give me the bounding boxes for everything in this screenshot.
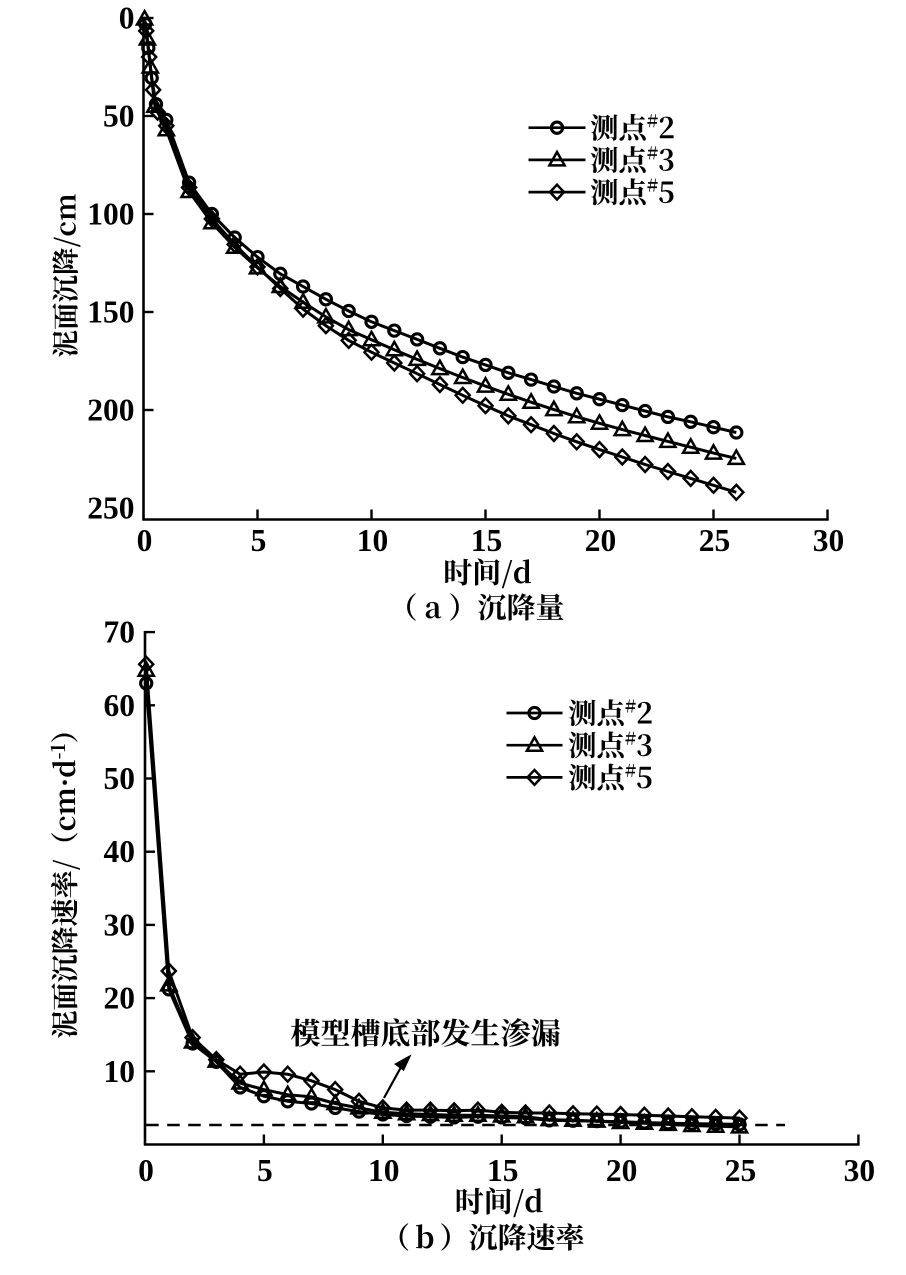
svg-text:200: 200 [87,393,134,428]
svg-text:10: 10 [357,523,389,558]
svg-text:5: 5 [257,1153,273,1188]
svg-text:30: 30 [813,523,845,558]
svg-text:20: 20 [585,523,617,558]
svg-text:5: 5 [251,523,267,558]
svg-text:20: 20 [606,1153,638,1188]
svg-text:25: 25 [725,1153,757,1188]
svg-text:0: 0 [138,1153,154,1188]
svg-text:50: 50 [103,99,135,134]
svg-text:250: 250 [87,491,134,526]
svg-text:0: 0 [119,1,135,36]
svg-text:0: 0 [137,523,153,558]
svg-text:15: 15 [471,523,503,558]
svg-text:60: 60 [104,688,136,723]
svg-text:40: 40 [104,834,136,869]
svg-text:20: 20 [104,981,136,1016]
svg-text:50: 50 [104,761,136,796]
svg-text:100: 100 [87,197,134,232]
svg-text:30: 30 [104,907,136,942]
svg-text:70: 70 [104,615,136,650]
svg-text:15: 15 [487,1153,519,1188]
svg-text:30: 30 [844,1153,876,1188]
svg-text:10: 10 [368,1153,400,1188]
svg-text:150: 150 [87,295,134,330]
svg-text:10: 10 [104,1054,136,1089]
svg-text:25: 25 [699,523,731,558]
